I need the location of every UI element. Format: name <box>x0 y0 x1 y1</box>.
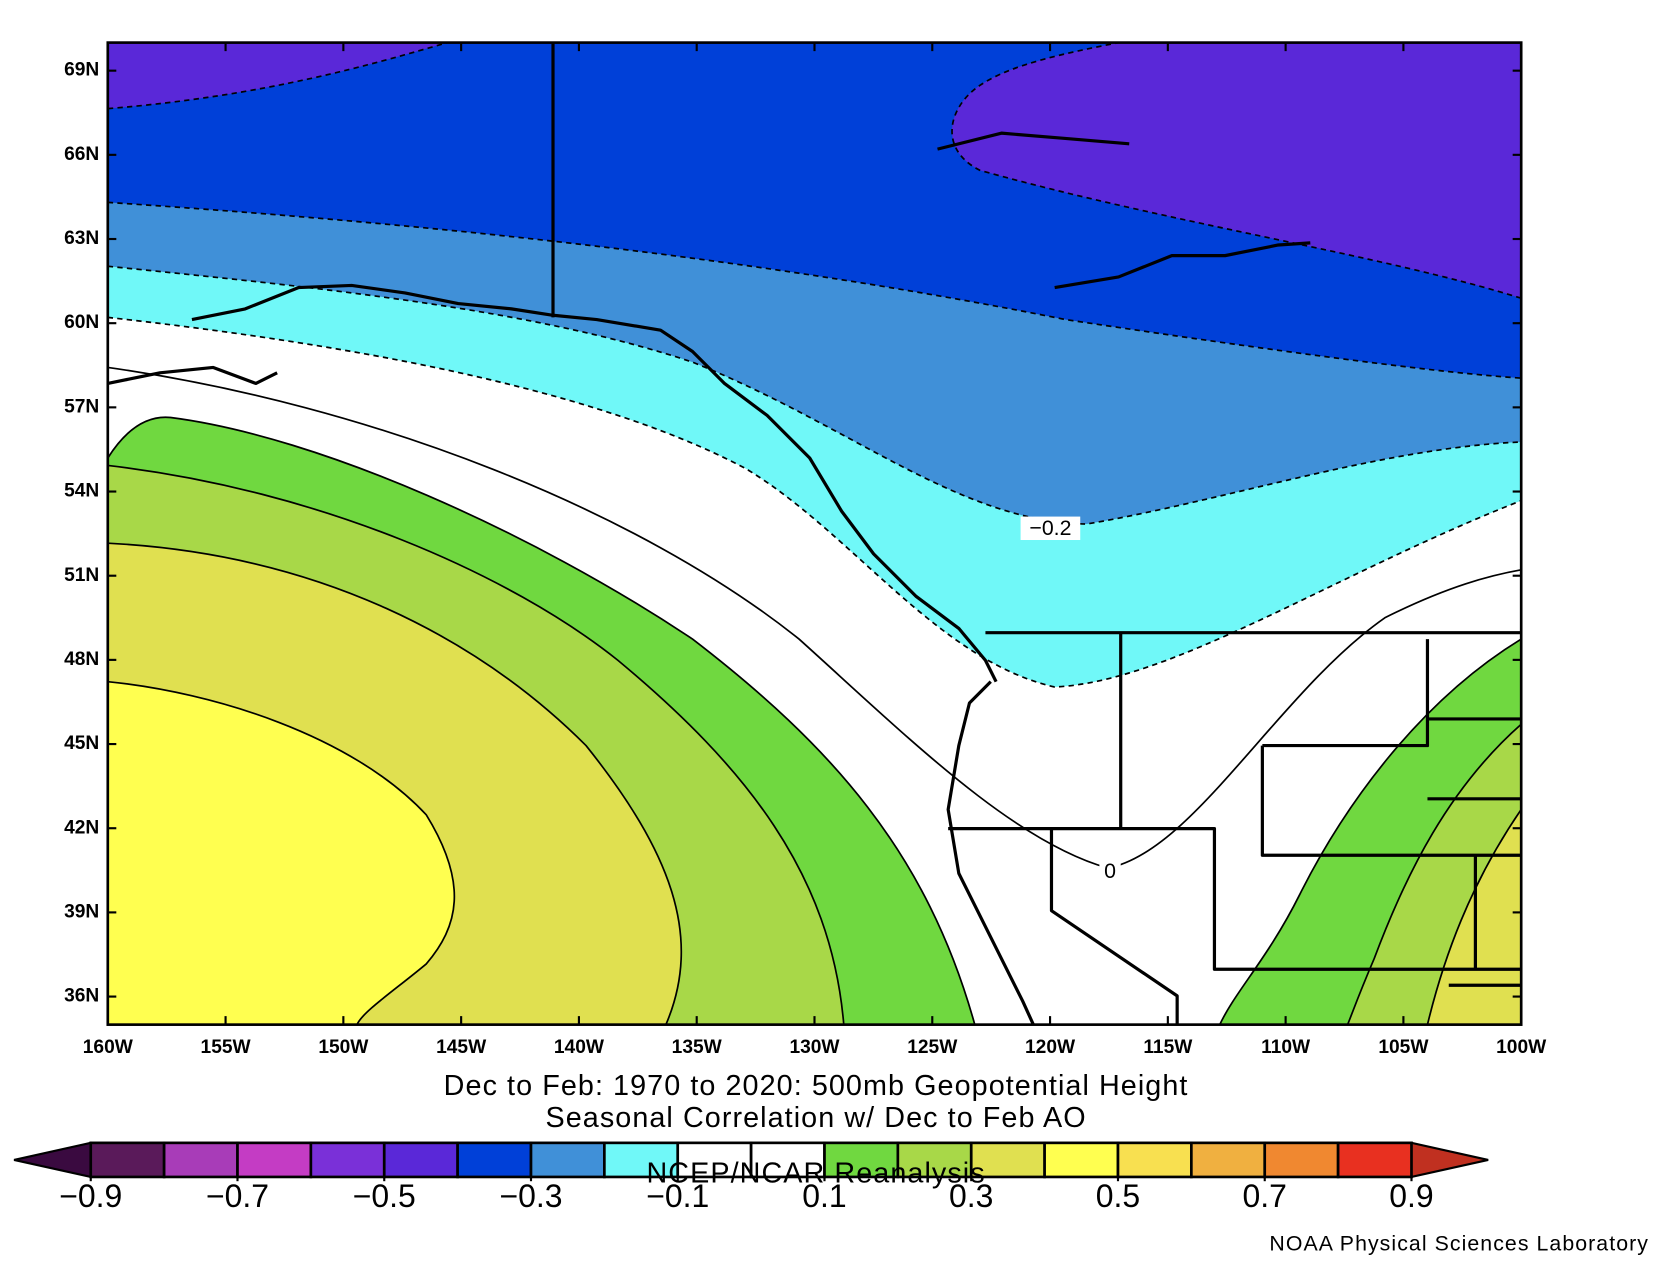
contour-line <box>1218 638 1522 1025</box>
contour-label: −0.2 <box>1029 516 1071 540</box>
colorbar-box <box>1116 1141 1193 1179</box>
coastline <box>937 131 1130 151</box>
colorbar-box <box>1263 1141 1340 1179</box>
colorbar-box <box>529 1141 606 1179</box>
band-purple-right <box>952 42 1522 299</box>
contour-line <box>107 542 683 1025</box>
border <box>1427 717 1522 987</box>
y-tick-label: 51N <box>64 565 99 586</box>
colorbar-label: −0.3 <box>499 1178 562 1214</box>
lake <box>1054 241 1311 290</box>
contour-line <box>1346 723 1522 1025</box>
coastline <box>946 680 1035 1025</box>
x-tick-label: 105W <box>1378 1037 1429 1058</box>
map-fill <box>107 42 1522 1025</box>
band-purple-left <box>107 42 448 109</box>
y-tick-label: 42N <box>64 817 99 838</box>
contour-line <box>107 464 845 1025</box>
border <box>1119 632 1522 857</box>
source: NCEP/NCAR Reanalysis <box>646 1157 985 1189</box>
colorbar-box <box>896 1141 973 1179</box>
colorbar-label: 0.5 <box>1096 1178 1140 1214</box>
border <box>1049 828 1179 1025</box>
colorbar-box <box>1336 1141 1413 1179</box>
colorbar-box <box>969 1141 1046 1179</box>
title: Dec to Feb: 1970 to 2020: 500mb Geopoten… <box>444 1070 1189 1102</box>
contour-line <box>951 42 1522 300</box>
coastline <box>107 365 278 386</box>
x-tick-label: 110W <box>1261 1037 1311 1058</box>
credit: NOAA Physical Sciences Laboratory <box>1269 1231 1649 1255</box>
colorbar-over <box>1410 1141 1489 1179</box>
colorbar-box <box>236 1141 313 1179</box>
x-tick-label: 160W <box>83 1037 134 1058</box>
y-tick-label: 60N <box>64 312 99 333</box>
y-tick-label: 69N <box>64 60 99 81</box>
colorbar-box <box>162 1141 239 1179</box>
x-tick-label: 135W <box>672 1037 723 1058</box>
contour-line <box>107 416 976 1025</box>
colorbar-label: −0.9 <box>59 1178 122 1214</box>
colorbar-label: −0.5 <box>353 1178 416 1214</box>
colorbar-under <box>13 1141 92 1179</box>
colorbar: −0.9 −0.7 −0.5 −0.3 −0.1 0.1 0.3 0.5 0.7 0.9 <box>13 1141 1489 1214</box>
contour-line <box>107 42 448 110</box>
contour-line <box>107 680 456 1025</box>
colorbar-box <box>1043 1141 1120 1179</box>
colorbar-label: 0.9 <box>1389 1178 1433 1214</box>
border <box>948 827 1522 971</box>
x-tick-label: 115W <box>1143 1037 1193 1058</box>
y-tick-label: 66N <box>64 144 99 165</box>
y-tick-label: 57N <box>64 396 99 417</box>
colorbar-box <box>456 1141 533 1179</box>
colorbar-label: −0.1 <box>646 1178 709 1214</box>
y-tick-label: 48N <box>64 649 99 670</box>
coastline <box>191 283 998 683</box>
colorbar-box <box>309 1141 386 1179</box>
x-tick-label: 130W <box>789 1037 840 1058</box>
x-tick-label: 120W <box>1025 1037 1076 1058</box>
contour-line <box>107 201 1522 379</box>
x-tick-label: 150W <box>318 1037 369 1058</box>
subtitle: Seasonal Correlation w/ Dec to Feb AO <box>545 1102 1086 1134</box>
x-tick-label: 145W <box>436 1037 487 1058</box>
contour-label-box <box>1099 859 1121 883</box>
contour-label-box <box>1020 516 1081 541</box>
y-tick-label: 39N <box>64 901 99 922</box>
y-tick-label: 45N <box>64 733 99 754</box>
y-tick-label: 63N <box>64 228 99 249</box>
x-tick-label: 125W <box>907 1037 958 1058</box>
contour-line <box>107 366 1522 869</box>
y-tick-label: 54N <box>64 481 99 502</box>
y-tick-label: 36N <box>64 986 99 1007</box>
x-tick-label: 100W <box>1496 1037 1547 1058</box>
colorbar-label: 0.7 <box>1243 1178 1287 1214</box>
contour-line <box>107 265 1522 525</box>
colorbar-label: 0.1 <box>802 1178 846 1214</box>
contour-line <box>107 316 1522 688</box>
colorbar-box <box>603 1141 680 1179</box>
contour-label: 0 <box>1104 859 1116 883</box>
colorbar-box <box>1190 1141 1267 1179</box>
x-tick-label: 140W <box>554 1037 605 1058</box>
colorbar-label: 0.3 <box>949 1178 993 1214</box>
colorbar-box <box>382 1141 459 1179</box>
x-tick-label: 155W <box>201 1037 252 1058</box>
contour-line <box>1426 809 1522 1025</box>
colorbar-label: −0.7 <box>206 1178 269 1214</box>
colorbar-box <box>89 1141 166 1179</box>
